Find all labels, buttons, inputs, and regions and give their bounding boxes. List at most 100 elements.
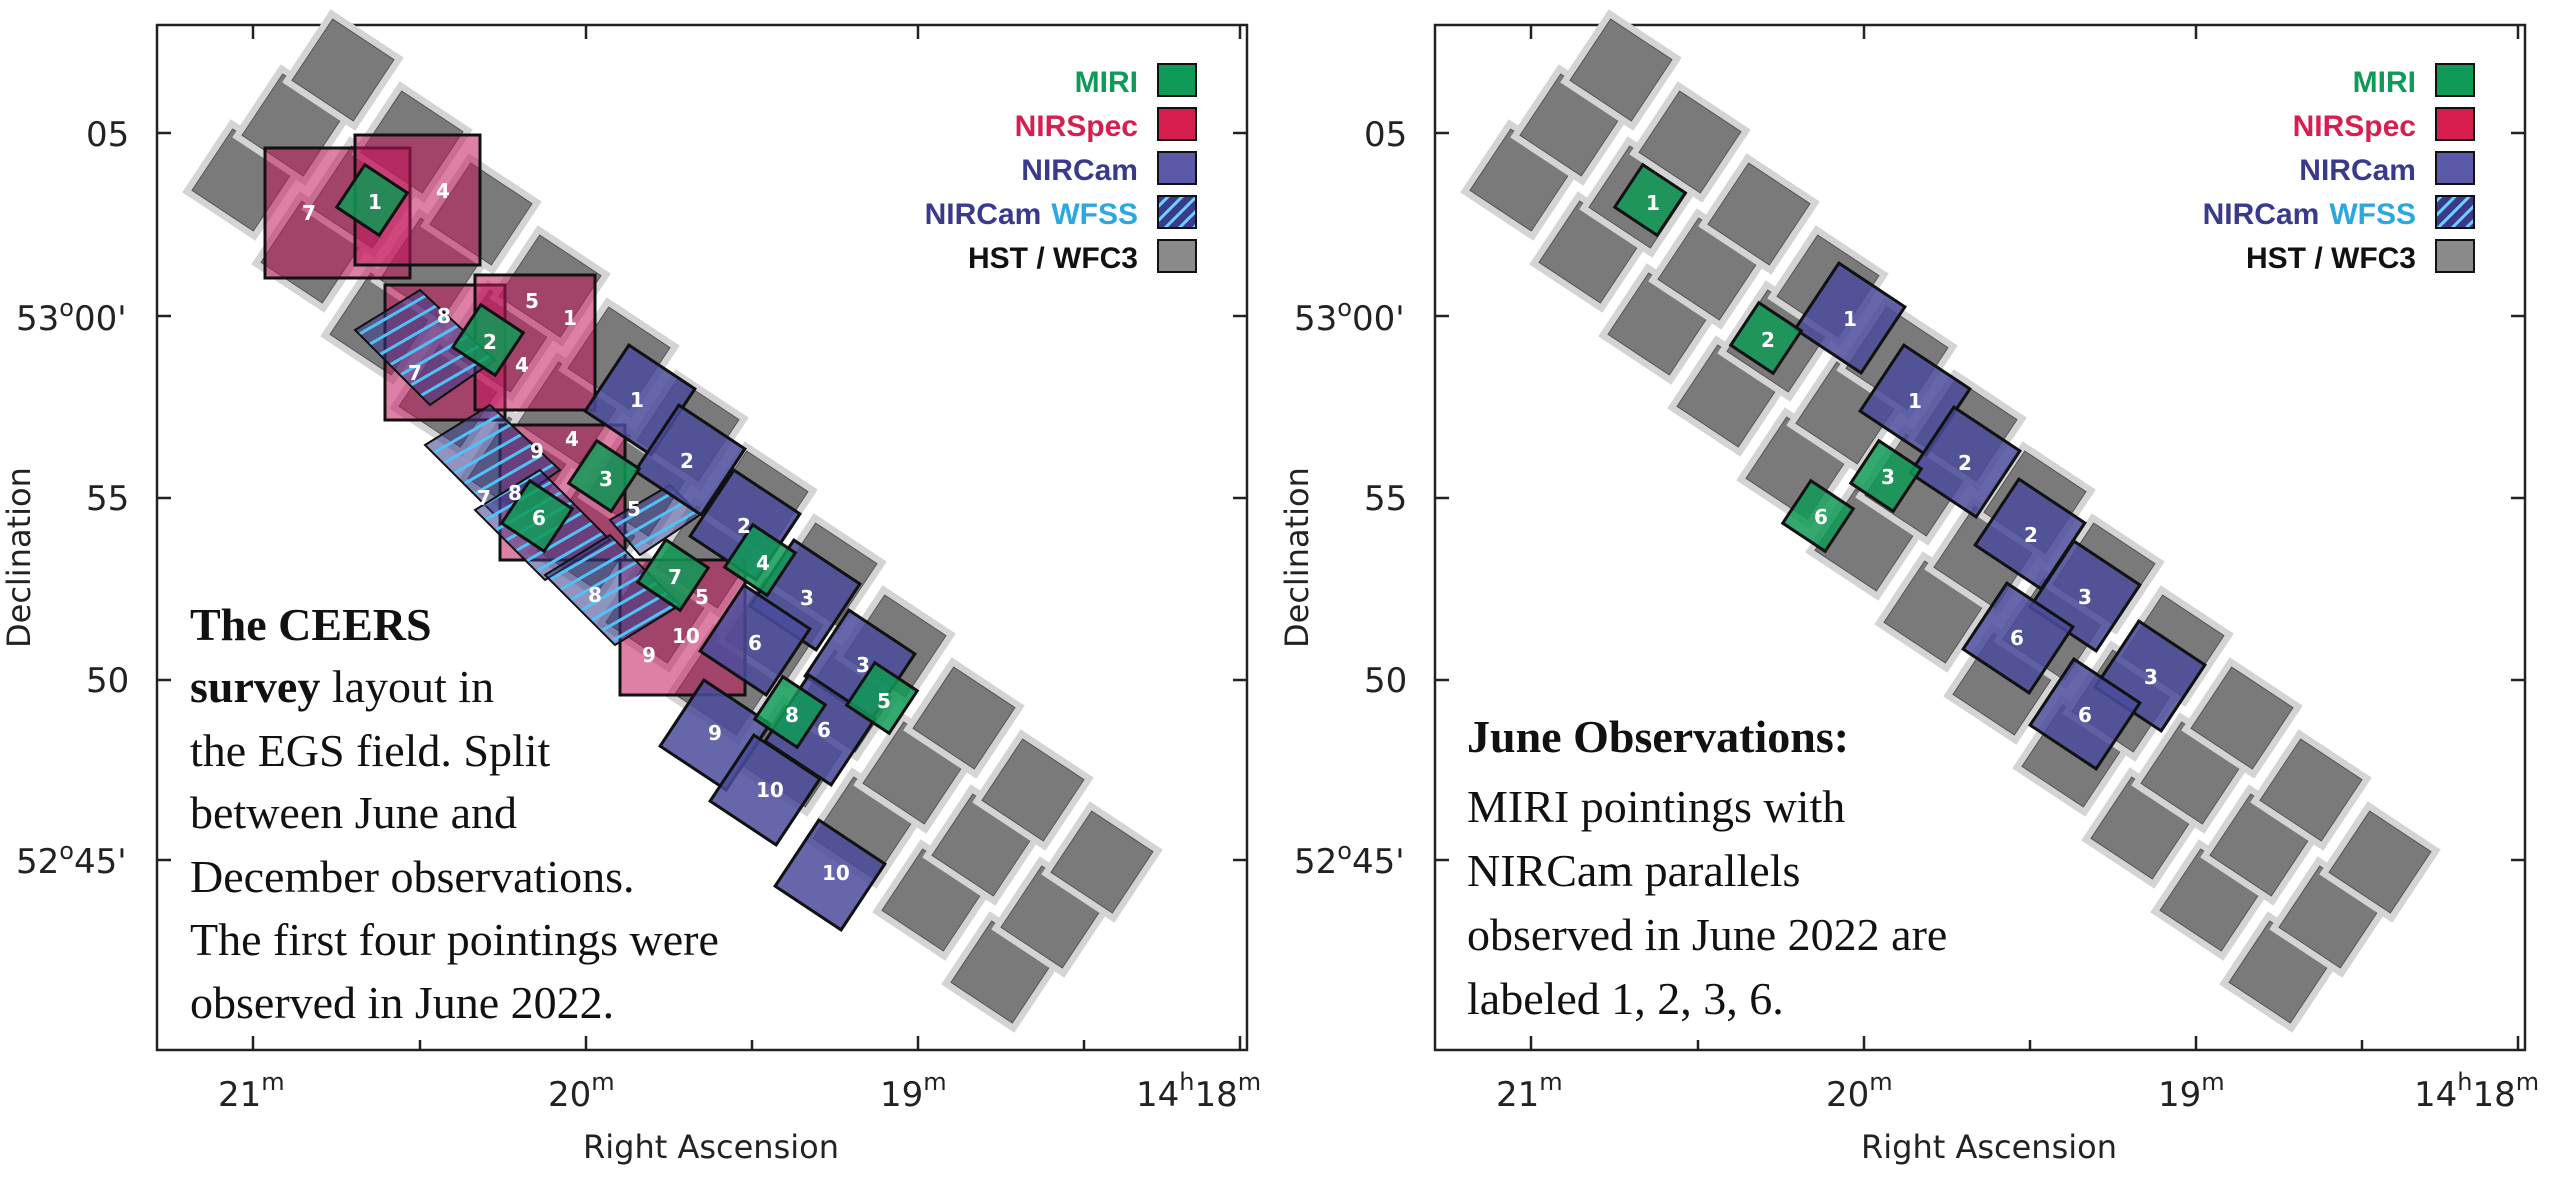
y-tick-label: 53o00'	[16, 294, 127, 339]
miri-label: 7	[668, 565, 682, 589]
nircam-label: 6	[817, 718, 831, 742]
nircam-footprint	[1961, 581, 2075, 695]
miri-label: 2	[483, 330, 497, 354]
caption-line: MIRI pointings with	[1467, 781, 1845, 832]
nircam-footprint	[1973, 477, 2087, 591]
x-tick-label: 20m	[1826, 1068, 1893, 1115]
legend-label-hst: HST / WFC3	[968, 242, 1138, 275]
x-tick-labels: 21m 20m 19m 14h18m	[1496, 1068, 2539, 1115]
y-tick-label: 52o45'	[16, 837, 127, 882]
nircam-label: 6	[2010, 626, 2024, 650]
pointing-labels: 7 4 5 1 8 7 4 4 9 8 5 10 9 1 2 2 3 6 3 9…	[302, 179, 891, 885]
y-tick-labels: 05 53o00' 55 50 52o45'	[16, 115, 129, 882]
hst-tile	[912, 666, 1016, 770]
nircam-label: 10	[822, 861, 850, 885]
nircam-label: 1	[1908, 389, 1922, 413]
legend-swatch-miri	[1157, 63, 1197, 97]
left-panel: 21m 20m 19m 14h18m 05 53o00' 55 50 52o45…	[0, 9, 1261, 1166]
y-axis-title: Declination	[0, 467, 38, 648]
nirspec-label: 8	[437, 304, 451, 328]
y-tick-label: 55	[1364, 479, 1407, 519]
x-tick-labels: 21m 20m 19m 14h18m	[218, 1068, 1261, 1115]
nirspec-label: 9	[642, 643, 656, 667]
nircam-footprint	[1793, 261, 1907, 375]
y-tick-label: 52o45'	[1294, 837, 1405, 882]
miri-footprint	[1728, 300, 1804, 376]
nirspec-label: 8	[508, 481, 522, 505]
nircam-label: 3	[2078, 585, 2092, 609]
nircam-label: 6	[748, 631, 762, 655]
nircam-label: 8	[588, 583, 602, 607]
nircam-label: 2	[2024, 523, 2038, 547]
nirspec-label: 5	[695, 585, 709, 609]
caption-line: labeled 1, 2, 3, 6.	[1467, 973, 1784, 1024]
y-tick-label: 05	[86, 115, 129, 155]
miri-footprint	[334, 162, 410, 238]
x-axis-title: Right Ascension	[1861, 1128, 2117, 1166]
legend-label-nirspec: NIRSpec	[2293, 110, 2416, 143]
nircam-footprints	[1793, 261, 2207, 771]
legend-swatch-nircam	[2435, 151, 2475, 185]
hst-tile	[2190, 666, 2294, 770]
hst-tile	[2259, 738, 2363, 842]
miri-footprints	[334, 162, 920, 750]
legend-label-miri: MIRI	[2353, 66, 2416, 99]
caption-line: NIRCam parallels	[1467, 845, 1800, 896]
caption-line: between June and	[190, 787, 517, 838]
x-tick-label: 14h18m	[1136, 1068, 1261, 1115]
y-tick-label: 50	[86, 661, 129, 701]
caption-line: observed in June 2022.	[190, 977, 614, 1028]
nircam-label: 1	[630, 388, 644, 412]
legend-label-nirspec: NIRSpec	[1015, 110, 1138, 143]
wfss-label: 4	[515, 353, 529, 377]
miri-label: 3	[1881, 465, 1895, 489]
miri-label: 1	[1646, 191, 1660, 215]
legend-label-miri: MIRI	[1075, 66, 1138, 99]
nirspec-label: 1	[563, 306, 577, 330]
miri-footprint	[566, 438, 642, 514]
hst-tile	[1638, 90, 1742, 194]
miri-label: 8	[785, 703, 799, 727]
nircam-label: 3	[2144, 665, 2158, 689]
caption-line: December observations.	[190, 851, 635, 902]
miri-label: 4	[756, 551, 770, 575]
x-axis-title: Right Ascension	[583, 1128, 839, 1166]
y-tick-label: 50	[1364, 661, 1407, 701]
nirspec-label: 4	[436, 179, 450, 203]
nircam-footprint	[773, 818, 887, 932]
caption-line: observed in June 2022 are	[1467, 909, 1947, 960]
hst-tile	[1707, 162, 1811, 266]
x-tick-label: 19m	[2158, 1068, 2225, 1115]
nircam-footprint	[698, 583, 812, 697]
caption-line: the EGS field. Split	[190, 725, 551, 776]
hst-tile	[1569, 18, 1673, 122]
y-tick-label: 05	[1364, 115, 1407, 155]
nircam-label: 9	[708, 721, 722, 745]
x-tick-label: 21m	[1496, 1068, 1563, 1115]
legend-swatch-wfss	[2435, 195, 2475, 229]
wfss-label: 7	[408, 361, 422, 385]
legend: MIRI NIRSpec NIRCam NIRCam WFSS HST / WFC…	[925, 63, 1197, 275]
miri-footprint	[635, 537, 711, 613]
nirspec-label: 7	[302, 201, 316, 225]
caption-line: The first four pointings were	[190, 914, 719, 965]
miri-label: 6	[532, 506, 546, 530]
legend-swatch-wfss	[1157, 195, 1197, 229]
nircam-label: 6	[2078, 703, 2092, 727]
legend-swatch-nirspec	[1157, 107, 1197, 141]
hst-tile	[291, 18, 395, 122]
legend-label-nircam: NIRCam	[2299, 154, 2416, 187]
x-tick-label: 20m	[548, 1068, 615, 1115]
legend-label-nircam: NIRCam	[1021, 154, 1138, 187]
x-tick-label: 21m	[218, 1068, 285, 1115]
nirspec-label: 5	[525, 289, 539, 313]
nirspec-label: 9	[530, 439, 544, 463]
axis-ticks	[1435, 25, 2525, 1050]
nircam-label: 2	[737, 514, 751, 538]
nircam-footprint	[633, 403, 747, 517]
x-tick-label: 14h18m	[2414, 1068, 2539, 1115]
nircam-label: 7	[477, 486, 491, 510]
pointing-labels: 1 1 2 2 3 6 3 6 1 2 3 6	[1646, 191, 2158, 727]
nircam-footprint	[1908, 405, 2022, 519]
caption: The CEERS survey layout in the EGS field…	[190, 599, 719, 1028]
